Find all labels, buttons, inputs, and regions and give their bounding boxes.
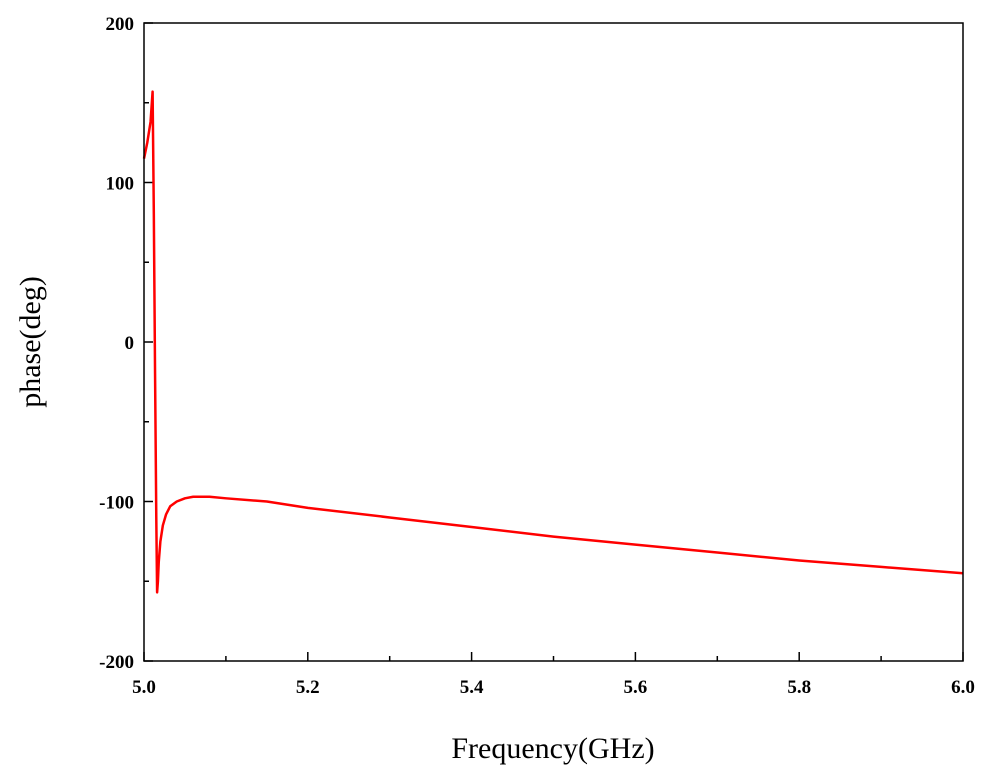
- x-tick-label: 5.4: [460, 677, 484, 698]
- axis-ticks: [143, 22, 964, 662]
- x-tick-label: 5.2: [296, 677, 320, 698]
- y-tick-label: 200: [106, 14, 135, 35]
- y-tick-label: 0: [125, 333, 135, 354]
- x-tick-label: 6.0: [951, 677, 975, 698]
- x-tick-label: 5.8: [787, 677, 811, 698]
- x-axis-title: Frequency(GHz): [451, 732, 654, 765]
- phase-series-line: [142, 90, 964, 594]
- tick-labels: 5.0 5.2 5.4 5.6 5.8 6.0 200 100 0 -100 -200: [99, 14, 975, 698]
- y-axis-title: phase(deg): [14, 276, 47, 408]
- plot-frame: [143, 22, 964, 662]
- x-tick-label: 5.0: [132, 677, 156, 698]
- y-tick-label: -200: [99, 652, 134, 673]
- series-layer: [142, 90, 964, 594]
- x-tick-label: 5.6: [624, 677, 648, 698]
- y-tick-label: 100: [106, 174, 135, 195]
- y-tick-label: -100: [99, 493, 134, 514]
